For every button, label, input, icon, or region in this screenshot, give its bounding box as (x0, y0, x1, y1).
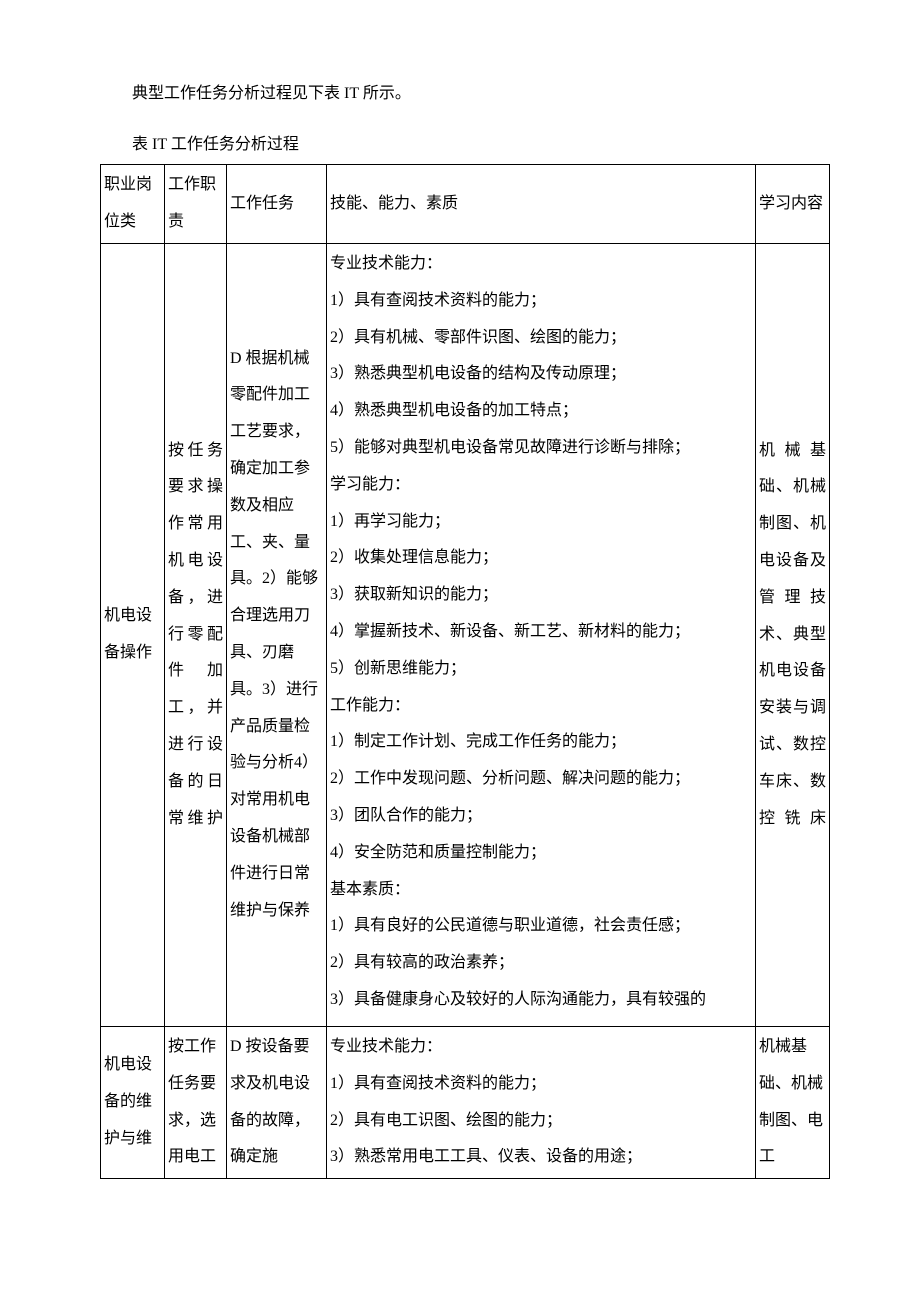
cell-learning: 机械基础、机械制图、机电设备及管理技术、典型机电设备安装与调试、数控车床、数控铣… (756, 243, 830, 1026)
header-job-task: 工作任务 (227, 165, 327, 244)
cell-job-category: 机电设备的维护与维 (101, 1026, 165, 1178)
cell-learning: 机械基础、机械制图、电工 (756, 1026, 830, 1178)
cell-job-duty: 按工作任务要求，选用电工 (165, 1026, 227, 1178)
table-header-row: 职业岗位类 工作职责 工作任务 技能、能力、素质 学习内容 (101, 165, 830, 244)
header-skills: 技能、能力、素质 (327, 165, 756, 244)
cell-job-duty: 按任务要求操作常用机电设备，进行零配件加工，并进行设备的日常维护 (165, 243, 227, 1026)
cell-skills: 专业技术能力：1）具有查阅技术资料的能力；2）具有机械、零部件识图、绘图的能力；… (327, 243, 756, 1026)
cell-job-task: D 根据机械零配件加工工艺要求，确定加工参数及相应工、夹、量具。2）能够合理选用… (227, 243, 327, 1026)
cell-job-task: D 按设备要求及机电设备的故障，确定施 (227, 1026, 327, 1178)
header-learning: 学习内容 (756, 165, 830, 244)
table-row: 机电设备操作 按任务要求操作常用机电设备，进行零配件加工，并进行设备的日常维护 … (101, 243, 830, 1026)
header-job-duty: 工作职责 (165, 165, 227, 244)
cell-job-category: 机电设备操作 (101, 243, 165, 1026)
table-row: 机电设备的维护与维 按工作任务要求，选用电工 D 按设备要求及机电设备的故障，确… (101, 1026, 830, 1178)
analysis-table: 职业岗位类 工作职责 工作任务 技能、能力、素质 学习内容 机电设备操作 按任务… (100, 164, 830, 1179)
cell-skills: 专业技术能力：1）具有查阅技术资料的能力；2）具有电工识图、绘图的能力；3）熟悉… (327, 1026, 756, 1178)
table-caption: 表 IT 工作任务分析过程 (100, 127, 830, 162)
header-job-category: 职业岗位类 (101, 165, 165, 244)
intro-text: 典型工作任务分析过程见下表 IT 所示。 (100, 76, 830, 111)
